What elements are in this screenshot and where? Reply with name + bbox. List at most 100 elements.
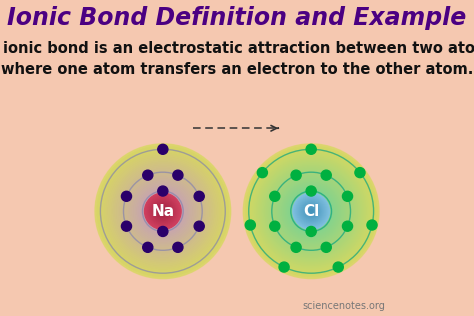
Circle shape [310, 210, 313, 213]
Ellipse shape [146, 194, 180, 228]
Ellipse shape [115, 164, 210, 258]
Ellipse shape [105, 154, 220, 269]
Circle shape [160, 209, 165, 214]
Circle shape [291, 242, 301, 252]
Circle shape [309, 209, 314, 214]
Circle shape [343, 221, 353, 231]
Ellipse shape [298, 198, 325, 225]
Ellipse shape [257, 157, 365, 265]
Circle shape [279, 262, 289, 272]
Ellipse shape [287, 188, 335, 235]
Ellipse shape [252, 152, 371, 270]
Circle shape [293, 193, 329, 229]
Ellipse shape [255, 156, 367, 267]
Circle shape [343, 191, 353, 201]
Circle shape [152, 200, 174, 222]
Circle shape [306, 206, 317, 217]
Circle shape [270, 191, 280, 201]
Ellipse shape [139, 188, 187, 235]
Ellipse shape [306, 206, 316, 216]
Circle shape [155, 203, 171, 219]
Circle shape [297, 197, 326, 226]
Ellipse shape [103, 152, 222, 270]
Ellipse shape [137, 186, 188, 236]
Ellipse shape [95, 144, 231, 279]
Ellipse shape [250, 151, 372, 272]
Ellipse shape [136, 184, 190, 238]
Circle shape [194, 221, 204, 231]
Ellipse shape [245, 146, 377, 277]
Circle shape [305, 205, 318, 218]
Circle shape [143, 170, 153, 180]
Ellipse shape [275, 176, 347, 246]
Circle shape [159, 208, 166, 215]
Ellipse shape [301, 201, 321, 221]
Circle shape [173, 170, 183, 180]
Circle shape [294, 194, 328, 228]
Ellipse shape [126, 174, 200, 248]
Circle shape [156, 205, 169, 218]
Ellipse shape [310, 210, 313, 213]
Circle shape [155, 204, 170, 219]
Ellipse shape [112, 161, 214, 262]
Circle shape [158, 186, 168, 196]
Circle shape [333, 262, 343, 272]
Ellipse shape [131, 179, 195, 243]
Ellipse shape [246, 147, 375, 275]
Circle shape [321, 170, 331, 180]
Circle shape [145, 193, 181, 229]
Ellipse shape [99, 147, 228, 275]
Ellipse shape [110, 159, 215, 264]
Circle shape [162, 210, 164, 212]
Ellipse shape [141, 189, 185, 233]
Ellipse shape [254, 154, 369, 269]
Ellipse shape [279, 179, 343, 243]
Ellipse shape [308, 208, 315, 215]
Ellipse shape [265, 166, 357, 257]
Ellipse shape [161, 210, 164, 213]
Circle shape [355, 167, 365, 178]
Circle shape [148, 197, 177, 226]
Circle shape [295, 195, 328, 228]
Circle shape [306, 186, 316, 196]
Circle shape [321, 242, 331, 252]
Ellipse shape [120, 169, 205, 253]
Ellipse shape [100, 149, 226, 274]
Circle shape [270, 221, 280, 231]
Circle shape [158, 207, 167, 216]
Ellipse shape [284, 184, 338, 238]
Ellipse shape [155, 203, 171, 220]
Circle shape [154, 202, 172, 220]
Text: Cl: Cl [303, 204, 319, 219]
Ellipse shape [127, 176, 199, 246]
Circle shape [147, 196, 178, 227]
Circle shape [310, 210, 312, 212]
Circle shape [298, 198, 324, 224]
Ellipse shape [281, 181, 342, 241]
Ellipse shape [156, 204, 170, 218]
Circle shape [306, 227, 316, 236]
Ellipse shape [248, 149, 374, 274]
Ellipse shape [267, 167, 355, 255]
Ellipse shape [124, 173, 202, 250]
Circle shape [296, 196, 327, 227]
Ellipse shape [260, 161, 362, 262]
Circle shape [245, 220, 255, 230]
Circle shape [157, 206, 168, 217]
Circle shape [161, 210, 164, 213]
Ellipse shape [151, 199, 175, 223]
Circle shape [308, 208, 315, 215]
Ellipse shape [303, 203, 319, 220]
Ellipse shape [97, 146, 229, 277]
Ellipse shape [272, 173, 350, 250]
Ellipse shape [153, 201, 173, 221]
Ellipse shape [264, 164, 359, 258]
Text: sciencenotes.org: sciencenotes.org [302, 301, 385, 312]
Ellipse shape [286, 186, 337, 236]
Ellipse shape [291, 191, 331, 231]
Circle shape [143, 242, 153, 252]
Circle shape [303, 203, 319, 219]
Circle shape [299, 199, 323, 223]
Circle shape [367, 220, 377, 230]
Ellipse shape [292, 193, 330, 230]
